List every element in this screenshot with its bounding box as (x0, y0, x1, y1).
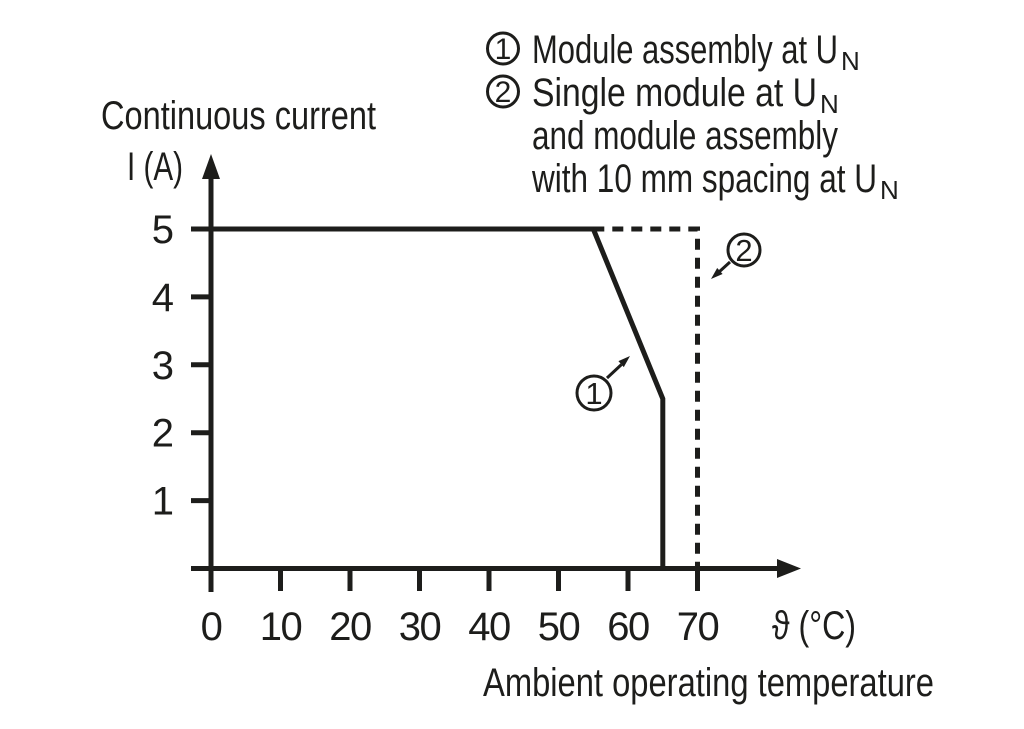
x-tick-label: 60 (607, 605, 649, 649)
x-axis-unit-label: ϑ (°C) (772, 604, 856, 648)
y-tick-label: 1 (152, 480, 174, 524)
callout-1-number: 1 (585, 376, 602, 411)
y-tick-label: 2 (152, 412, 174, 456)
curve-module-assembly (211, 226, 666, 569)
x-axis-arrowhead-icon (777, 559, 801, 578)
legend-row-subscript: N (841, 46, 860, 76)
callout-2-arrow-line (717, 260, 732, 274)
x-tick-label: 50 (538, 605, 580, 649)
legend-marker-circle-1 (486, 31, 520, 66)
y-axis-arrowhead-icon (202, 154, 220, 179)
legend-row-text: and module assembly (532, 114, 838, 158)
x-tick-label: 20 (329, 605, 371, 649)
legend-marker-number-2: 2 (495, 76, 512, 109)
x-tick-label: 40 (468, 605, 510, 649)
x-axis-ticks: 0 10 20 30 40 50 60 70 (201, 568, 720, 649)
callout-1-arrowhead-icon (618, 356, 630, 368)
curve-single-module (593, 226, 700, 569)
callout-1: 1 (575, 356, 630, 412)
y-tick-label: 4 (152, 276, 174, 320)
x-tick-label: 0 (201, 605, 222, 649)
y-axis-ticks: 5 4 3 2 1 (152, 208, 211, 524)
callout-2: 2 (711, 232, 762, 279)
callout-1-circle (575, 374, 613, 412)
callout-2-arrowhead-icon (711, 268, 723, 279)
y-tick-label: 5 (152, 208, 174, 252)
y-axis-title: Continuous current (101, 94, 376, 138)
x-tick-label: 70 (677, 605, 719, 649)
legend-row-subscript: N (820, 89, 839, 119)
legend-marker-circle-2 (486, 74, 520, 109)
x-tick-label: 30 (399, 605, 441, 649)
y-axis-unit-label: I (A) (127, 145, 183, 189)
x-axis-title: Ambient operating temperature (483, 661, 934, 705)
callout-1-arrow-line (605, 363, 623, 380)
y-tick-label: 3 (152, 344, 174, 388)
callout-2-number: 2 (735, 233, 752, 268)
legend-marker-number-1: 1 (495, 33, 512, 66)
legend: 1 2 Module assembly at U N Single module… (486, 28, 899, 205)
legend-row-text: Single module at U (532, 71, 817, 115)
legend-row-subscript: N (880, 175, 899, 205)
x-tick-label: 10 (260, 605, 302, 649)
callout-2-circle (726, 232, 762, 268)
legend-row-text: Module assembly at U (532, 28, 838, 72)
legend-row-text: with 10 mm spacing at U (531, 157, 877, 201)
